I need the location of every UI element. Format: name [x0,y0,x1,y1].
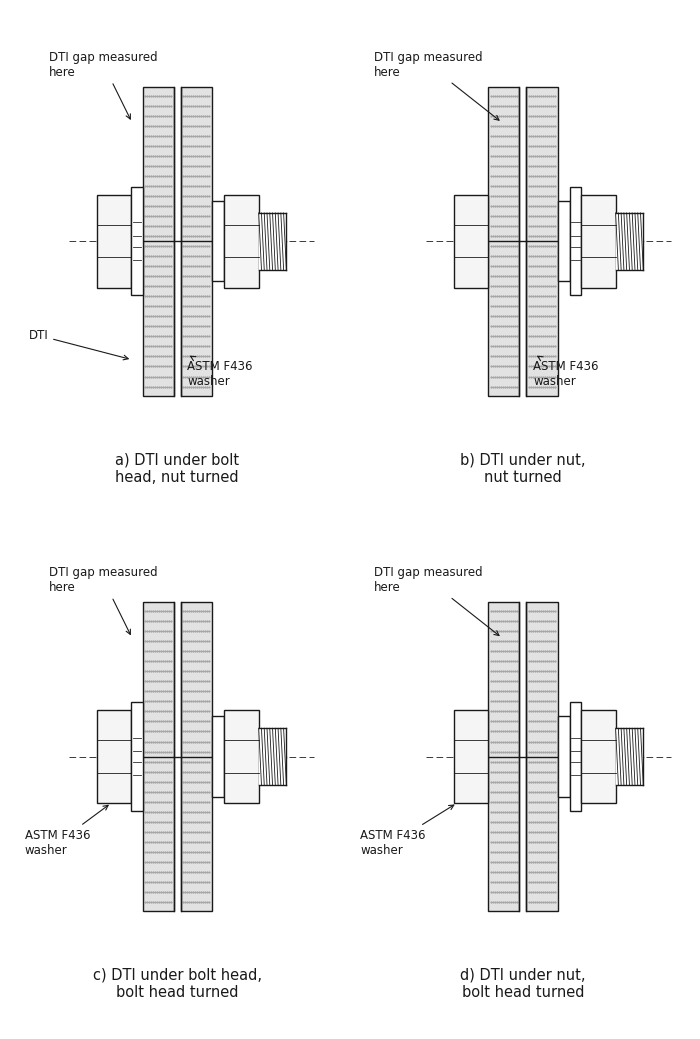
Bar [454,711,489,803]
Bar [526,86,557,396]
Text: DTI gap measured
here: DTI gap measured here [49,566,158,635]
Text: ASTM F436
washer: ASTM F436 washer [533,356,598,388]
Bar [581,711,615,803]
Bar [224,195,259,288]
Bar [489,86,519,396]
Bar [143,602,174,911]
Bar [211,716,224,797]
Bar [132,187,143,295]
Text: c) DTI under bolt head,
bolt head turned: c) DTI under bolt head, bolt head turned [92,968,262,1001]
Bar [570,187,581,295]
Bar [581,195,615,288]
Bar [615,213,643,269]
Bar [211,201,224,282]
Bar [570,702,581,810]
Bar [97,195,132,288]
Bar [224,711,259,803]
Text: d) DTI under nut,
bolt head turned: d) DTI under nut, bolt head turned [460,968,586,1001]
Bar [489,602,519,911]
Bar [259,213,286,269]
Bar [143,86,174,396]
Text: b) DTI under nut,
nut turned: b) DTI under nut, nut turned [460,453,586,485]
Bar [97,711,132,803]
Text: ASTM F436
washer: ASTM F436 washer [360,805,454,857]
Bar [259,728,286,784]
Text: DTI gap measured
here: DTI gap measured here [49,51,158,119]
Text: DTI: DTI [29,328,128,359]
Bar [557,716,570,797]
Bar [132,702,143,810]
Bar [615,728,643,784]
Bar [181,86,211,396]
Bar [557,201,570,282]
Text: DTI gap measured
here: DTI gap measured here [374,51,499,121]
Text: ASTM F436
washer: ASTM F436 washer [188,356,253,388]
Text: ASTM F436
washer: ASTM F436 washer [25,805,108,857]
Text: DTI gap measured
here: DTI gap measured here [374,566,499,636]
Text: a) DTI under bolt
head, nut turned: a) DTI under bolt head, nut turned [115,453,239,485]
Bar [181,602,211,911]
Bar [526,602,557,911]
Bar [454,195,489,288]
